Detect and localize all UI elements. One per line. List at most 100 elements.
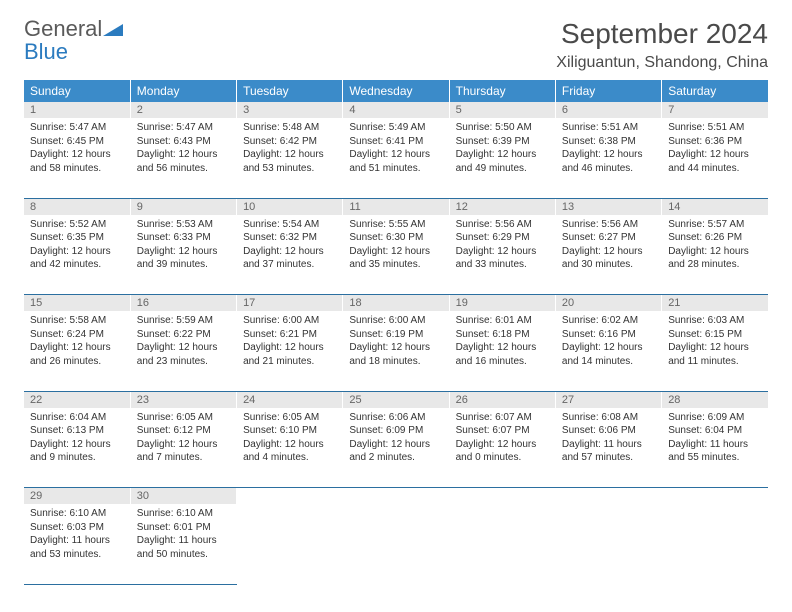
day-cell: Sunrise: 6:00 AMSunset: 6:21 PMDaylight:… bbox=[237, 311, 343, 391]
day-details: Sunrise: 5:47 AMSunset: 6:43 PMDaylight:… bbox=[131, 118, 236, 181]
day-details: Sunrise: 6:10 AMSunset: 6:01 PMDaylight:… bbox=[131, 504, 236, 567]
weekday-header: Wednesday bbox=[343, 80, 449, 102]
title-block: September 2024 Xiliguantun, Shandong, Ch… bbox=[556, 18, 768, 72]
day-number: 22 bbox=[24, 391, 130, 408]
day-details: Sunrise: 5:50 AMSunset: 6:39 PMDaylight:… bbox=[450, 118, 555, 181]
logo: General Blue bbox=[24, 18, 123, 64]
day-number: 19 bbox=[449, 295, 555, 312]
day-cell: Sunrise: 6:06 AMSunset: 6:09 PMDaylight:… bbox=[343, 408, 449, 488]
day-number: 14 bbox=[662, 198, 768, 215]
day-cell: Sunrise: 5:47 AMSunset: 6:43 PMDaylight:… bbox=[130, 118, 236, 198]
day-number: 29 bbox=[24, 488, 130, 505]
day-number: 21 bbox=[662, 295, 768, 312]
logo-word1: General bbox=[24, 16, 102, 41]
day-number: 26 bbox=[449, 391, 555, 408]
day-details: Sunrise: 6:04 AMSunset: 6:13 PMDaylight:… bbox=[24, 408, 130, 471]
weekday-header: Monday bbox=[130, 80, 236, 102]
day-number: 16 bbox=[130, 295, 236, 312]
empty-cell bbox=[449, 504, 555, 584]
day-details: Sunrise: 5:56 AMSunset: 6:29 PMDaylight:… bbox=[450, 215, 555, 278]
day-number: 28 bbox=[662, 391, 768, 408]
day-number-row: 22232425262728 bbox=[24, 391, 768, 408]
day-content-row: Sunrise: 5:52 AMSunset: 6:35 PMDaylight:… bbox=[24, 215, 768, 295]
day-details: Sunrise: 6:05 AMSunset: 6:10 PMDaylight:… bbox=[237, 408, 342, 471]
day-details: Sunrise: 6:03 AMSunset: 6:15 PMDaylight:… bbox=[662, 311, 768, 374]
weekday-header: Thursday bbox=[449, 80, 555, 102]
day-cell: Sunrise: 6:07 AMSunset: 6:07 PMDaylight:… bbox=[449, 408, 555, 488]
empty-cell bbox=[662, 488, 768, 505]
day-details: Sunrise: 5:51 AMSunset: 6:36 PMDaylight:… bbox=[662, 118, 768, 181]
day-number-row: 15161718192021 bbox=[24, 295, 768, 312]
day-details: Sunrise: 5:51 AMSunset: 6:38 PMDaylight:… bbox=[556, 118, 661, 181]
day-number-row: 1234567 bbox=[24, 102, 768, 118]
day-details: Sunrise: 6:10 AMSunset: 6:03 PMDaylight:… bbox=[24, 504, 130, 567]
empty-cell bbox=[555, 504, 661, 584]
logo-word2: Blue bbox=[24, 39, 68, 64]
day-number: 1 bbox=[24, 102, 130, 118]
logo-triangle-icon bbox=[103, 22, 123, 41]
day-details: Sunrise: 5:47 AMSunset: 6:45 PMDaylight:… bbox=[24, 118, 130, 181]
day-cell: Sunrise: 5:58 AMSunset: 6:24 PMDaylight:… bbox=[24, 311, 130, 391]
day-cell: Sunrise: 6:04 AMSunset: 6:13 PMDaylight:… bbox=[24, 408, 130, 488]
weekday-header: Friday bbox=[555, 80, 661, 102]
day-cell: Sunrise: 5:51 AMSunset: 6:38 PMDaylight:… bbox=[555, 118, 661, 198]
day-cell: Sunrise: 5:56 AMSunset: 6:29 PMDaylight:… bbox=[449, 215, 555, 295]
day-cell: Sunrise: 5:47 AMSunset: 6:45 PMDaylight:… bbox=[24, 118, 130, 198]
day-cell: Sunrise: 6:01 AMSunset: 6:18 PMDaylight:… bbox=[449, 311, 555, 391]
day-details: Sunrise: 6:08 AMSunset: 6:06 PMDaylight:… bbox=[556, 408, 661, 471]
day-details: Sunrise: 6:05 AMSunset: 6:12 PMDaylight:… bbox=[131, 408, 236, 471]
day-details: Sunrise: 6:02 AMSunset: 6:16 PMDaylight:… bbox=[556, 311, 661, 374]
day-details: Sunrise: 6:09 AMSunset: 6:04 PMDaylight:… bbox=[662, 408, 768, 471]
day-number: 11 bbox=[343, 198, 449, 215]
weekday-header: Saturday bbox=[662, 80, 768, 102]
day-cell: Sunrise: 6:09 AMSunset: 6:04 PMDaylight:… bbox=[662, 408, 768, 488]
empty-cell bbox=[237, 488, 343, 505]
day-cell: Sunrise: 5:56 AMSunset: 6:27 PMDaylight:… bbox=[555, 215, 661, 295]
day-details: Sunrise: 6:06 AMSunset: 6:09 PMDaylight:… bbox=[343, 408, 448, 471]
day-details: Sunrise: 5:52 AMSunset: 6:35 PMDaylight:… bbox=[24, 215, 130, 278]
empty-cell bbox=[662, 504, 768, 584]
header: General Blue September 2024 Xiliguantun,… bbox=[24, 18, 768, 72]
day-cell: Sunrise: 6:02 AMSunset: 6:16 PMDaylight:… bbox=[555, 311, 661, 391]
day-number: 4 bbox=[343, 102, 449, 118]
day-details: Sunrise: 5:49 AMSunset: 6:41 PMDaylight:… bbox=[343, 118, 448, 181]
day-number: 9 bbox=[130, 198, 236, 215]
day-cell: Sunrise: 6:08 AMSunset: 6:06 PMDaylight:… bbox=[555, 408, 661, 488]
day-number: 23 bbox=[130, 391, 236, 408]
day-cell: Sunrise: 6:10 AMSunset: 6:03 PMDaylight:… bbox=[24, 504, 130, 584]
month-title: September 2024 bbox=[556, 18, 768, 50]
day-cell: Sunrise: 5:54 AMSunset: 6:32 PMDaylight:… bbox=[237, 215, 343, 295]
day-number: 8 bbox=[24, 198, 130, 215]
day-number: 27 bbox=[555, 391, 661, 408]
day-cell: Sunrise: 5:52 AMSunset: 6:35 PMDaylight:… bbox=[24, 215, 130, 295]
empty-cell bbox=[449, 488, 555, 505]
day-cell: Sunrise: 5:55 AMSunset: 6:30 PMDaylight:… bbox=[343, 215, 449, 295]
day-number: 5 bbox=[449, 102, 555, 118]
day-number-row: 2930 bbox=[24, 488, 768, 505]
day-number: 10 bbox=[237, 198, 343, 215]
day-content-row: Sunrise: 5:47 AMSunset: 6:45 PMDaylight:… bbox=[24, 118, 768, 198]
day-number: 6 bbox=[555, 102, 661, 118]
empty-cell bbox=[343, 488, 449, 505]
day-content-row: Sunrise: 5:58 AMSunset: 6:24 PMDaylight:… bbox=[24, 311, 768, 391]
day-details: Sunrise: 5:54 AMSunset: 6:32 PMDaylight:… bbox=[237, 215, 342, 278]
calendar-table: SundayMondayTuesdayWednesdayThursdayFrid… bbox=[24, 80, 768, 585]
day-content-row: Sunrise: 6:10 AMSunset: 6:03 PMDaylight:… bbox=[24, 504, 768, 584]
day-details: Sunrise: 6:07 AMSunset: 6:07 PMDaylight:… bbox=[450, 408, 555, 471]
day-details: Sunrise: 5:59 AMSunset: 6:22 PMDaylight:… bbox=[131, 311, 236, 374]
weekday-header: Tuesday bbox=[237, 80, 343, 102]
day-number: 24 bbox=[237, 391, 343, 408]
day-number: 18 bbox=[343, 295, 449, 312]
day-cell: Sunrise: 6:05 AMSunset: 6:12 PMDaylight:… bbox=[130, 408, 236, 488]
day-number: 13 bbox=[555, 198, 661, 215]
day-details: Sunrise: 5:56 AMSunset: 6:27 PMDaylight:… bbox=[556, 215, 661, 278]
day-number: 2 bbox=[130, 102, 236, 118]
day-number: 15 bbox=[24, 295, 130, 312]
empty-cell bbox=[237, 504, 343, 584]
location: Xiliguantun, Shandong, China bbox=[556, 54, 768, 72]
day-cell: Sunrise: 5:49 AMSunset: 6:41 PMDaylight:… bbox=[343, 118, 449, 198]
day-cell: Sunrise: 5:48 AMSunset: 6:42 PMDaylight:… bbox=[237, 118, 343, 198]
day-cell: Sunrise: 5:59 AMSunset: 6:22 PMDaylight:… bbox=[130, 311, 236, 391]
calendar-body: 1234567Sunrise: 5:47 AMSunset: 6:45 PMDa… bbox=[24, 102, 768, 584]
day-details: Sunrise: 5:48 AMSunset: 6:42 PMDaylight:… bbox=[237, 118, 342, 181]
